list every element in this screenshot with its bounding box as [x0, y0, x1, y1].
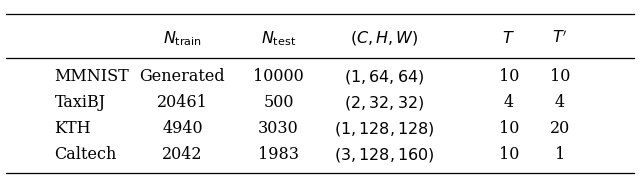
Text: MMNIST: MMNIST	[54, 68, 129, 85]
Text: Caltech: Caltech	[54, 146, 116, 163]
Text: 1: 1	[555, 146, 565, 163]
Text: Generated: Generated	[140, 68, 225, 85]
Text: $(2, 32, 32)$: $(2, 32, 32)$	[344, 94, 424, 112]
Text: $(1, 64, 64)$: $(1, 64, 64)$	[344, 68, 424, 86]
Text: 500: 500	[263, 94, 294, 111]
Text: 10: 10	[550, 68, 570, 85]
Text: TaxiBJ: TaxiBJ	[54, 94, 106, 111]
Text: KTH: KTH	[54, 120, 91, 137]
Text: $T$: $T$	[502, 30, 515, 47]
Text: $T'$: $T'$	[552, 30, 568, 47]
Text: $N_{\mathrm{test}}$: $N_{\mathrm{test}}$	[261, 29, 296, 48]
Text: 10: 10	[499, 120, 519, 137]
Text: 20: 20	[550, 120, 570, 137]
Text: 20461: 20461	[157, 94, 208, 111]
Text: 10: 10	[499, 68, 519, 85]
Text: 4: 4	[504, 94, 514, 111]
Text: $(3, 128, 160)$: $(3, 128, 160)$	[333, 146, 435, 164]
Text: 4: 4	[555, 94, 565, 111]
Text: $(C, H, W)$: $(C, H, W)$	[349, 29, 419, 47]
Text: 4940: 4940	[162, 120, 203, 137]
Text: 2042: 2042	[162, 146, 203, 163]
Text: 1983: 1983	[258, 146, 299, 163]
Text: 3030: 3030	[258, 120, 299, 137]
Text: 10000: 10000	[253, 68, 304, 85]
Text: $(1, 128, 128)$: $(1, 128, 128)$	[333, 120, 435, 138]
Text: $N_{\mathrm{train}}$: $N_{\mathrm{train}}$	[163, 29, 202, 48]
Text: 10: 10	[499, 146, 519, 163]
